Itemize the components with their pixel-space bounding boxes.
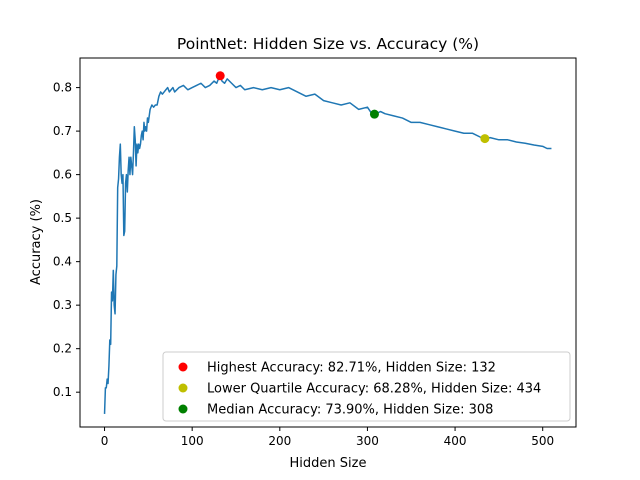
marker-points [215, 71, 490, 144]
x-tick-label: 300 [356, 434, 379, 448]
y-tick-label: 0.4 [53, 255, 72, 269]
legend-label-0: Highest Accuracy: 82.71%, Hidden Size: 1… [207, 361, 496, 376]
legend-marker-2 [178, 404, 188, 414]
legend: Highest Accuracy: 82.71%, Hidden Size: 1… [162, 351, 571, 422]
marker-point-1 [480, 134, 490, 144]
plot-frame [79, 57, 577, 428]
legend-marker-1 [178, 383, 188, 393]
legend-label-1: Lower Quartile Accuracy: 68.28%, Hidden … [207, 382, 541, 397]
legend-label-2: Median Accuracy: 73.90%, Hidden Size: 30… [207, 403, 493, 418]
legend-box [162, 351, 571, 422]
legend-marker-0 [178, 362, 188, 372]
x-axis-ticks: 0 100 200 300 400 500 [101, 427, 554, 448]
y-tick-label: 0.6 [53, 168, 72, 182]
x-tick-label: 500 [531, 434, 554, 448]
y-tick-label: 0.1 [53, 385, 72, 399]
x-tick-label: 0 [101, 434, 109, 448]
y-tick-label: 0.3 [53, 298, 72, 312]
accuracy-series-line [103, 75, 552, 414]
y-axis-label: Accuracy (%) [29, 199, 44, 285]
y-tick-label: 0.5 [53, 211, 72, 225]
x-tick-label: 400 [444, 434, 467, 448]
x-axis-label: Hidden Size [290, 456, 367, 471]
y-tick-label: 0.8 [53, 81, 72, 95]
y-tick-label: 0.2 [53, 342, 72, 356]
marker-point-0 [215, 71, 225, 81]
y-tick-label: 0.7 [53, 124, 72, 138]
marker-point-2 [369, 109, 379, 119]
chart-title: PointNet: Hidden Size vs. Accuracy (%) [177, 35, 479, 53]
x-tick-label: 200 [268, 434, 291, 448]
y-axis-ticks: 0.1 0.2 0.3 0.4 0.5 0.6 0.7 0.8 [53, 81, 80, 399]
x-tick-label: 100 [181, 434, 204, 448]
